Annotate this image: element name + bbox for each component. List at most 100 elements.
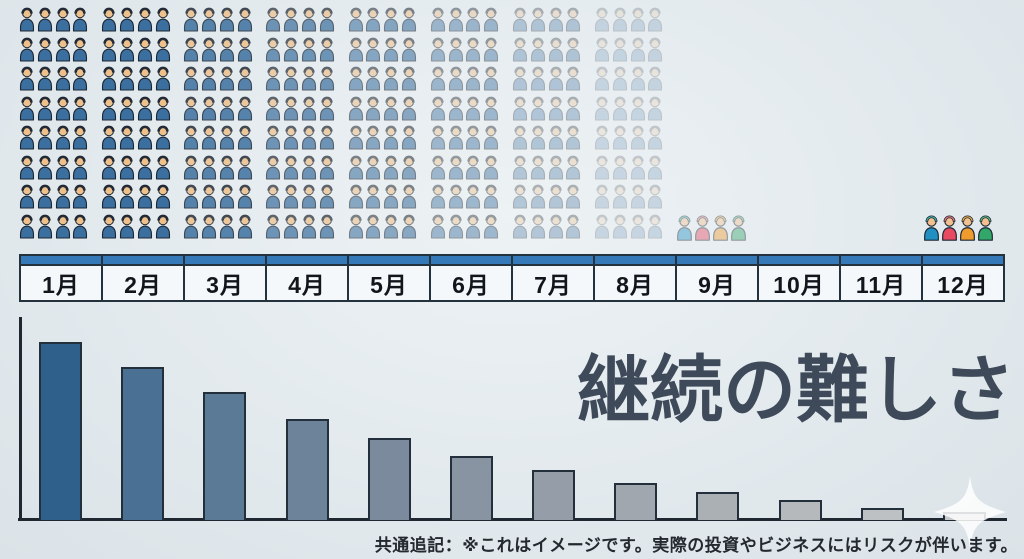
person-icon xyxy=(430,6,446,32)
bar-5月 xyxy=(368,438,411,520)
bar-7月 xyxy=(532,470,575,520)
person-icon xyxy=(612,36,628,62)
person-icon xyxy=(19,213,35,239)
person-icon xyxy=(565,183,581,209)
month-cell-4月: 4月 xyxy=(265,256,347,300)
person-icon xyxy=(594,213,610,239)
person-icon xyxy=(594,124,610,150)
person-icon xyxy=(448,183,464,209)
person-icon xyxy=(219,6,235,32)
person-icon xyxy=(348,213,364,239)
person-icon xyxy=(483,154,499,180)
person-icon xyxy=(565,124,581,150)
person-icon xyxy=(265,183,281,209)
month-cell-5月: 5月 xyxy=(347,256,429,300)
person-icon xyxy=(512,6,528,32)
pictograph-month-group-4月 xyxy=(265,6,347,242)
bar-chart-y-axis xyxy=(19,317,22,521)
person-icon xyxy=(237,36,253,62)
month-header-strip xyxy=(185,256,265,266)
person-icon xyxy=(365,213,381,239)
person-icon xyxy=(512,36,528,62)
person-icon xyxy=(101,124,117,150)
person-icon xyxy=(137,154,153,180)
person-icon xyxy=(301,65,317,91)
person-icon xyxy=(383,183,399,209)
person-icon xyxy=(137,183,153,209)
month-cell-7月: 7月 xyxy=(511,256,593,300)
person-icon xyxy=(594,95,610,121)
person-icon xyxy=(37,213,53,239)
month-axis-table: 1月 2月 3月 4月 5月 6月 7月 8月 9月 10月 11月 12月 xyxy=(19,254,1005,302)
person-icon xyxy=(483,213,499,239)
person-icon xyxy=(383,154,399,180)
person-icon xyxy=(183,213,199,239)
person-icon xyxy=(119,124,135,150)
person-icon xyxy=(72,213,88,239)
month-header-strip xyxy=(595,256,675,266)
person-icon xyxy=(301,36,317,62)
person-icon xyxy=(137,213,153,239)
person-icon xyxy=(548,183,564,209)
person-icon xyxy=(265,65,281,91)
person-icon xyxy=(383,36,399,62)
person-icon xyxy=(319,95,335,121)
person-icon xyxy=(594,154,610,180)
person-icon xyxy=(283,65,299,91)
person-icon xyxy=(201,65,217,91)
disclaimer-text: 共通追記：※これはイメージです。実際の投資やビジネスにはリスクが伴います。 xyxy=(374,536,1018,555)
person-icon xyxy=(530,95,546,121)
person-icon xyxy=(565,213,581,239)
person-icon xyxy=(365,154,381,180)
person-icon xyxy=(72,36,88,62)
person-icon xyxy=(612,95,628,121)
person-icon xyxy=(137,36,153,62)
person-icon xyxy=(448,65,464,91)
person-icon xyxy=(348,183,364,209)
person-icon xyxy=(430,154,446,180)
orange-person-icon xyxy=(712,214,729,241)
person-icon xyxy=(183,95,199,121)
person-icon xyxy=(101,95,117,121)
person-icon xyxy=(383,6,399,32)
person-icon xyxy=(530,6,546,32)
person-icon xyxy=(401,65,417,91)
person-icon xyxy=(348,95,364,121)
person-icon xyxy=(565,36,581,62)
month-label: 6月 xyxy=(452,272,490,298)
person-icon xyxy=(548,6,564,32)
person-icon xyxy=(483,124,499,150)
blue-person-icon xyxy=(676,214,693,241)
person-icon xyxy=(512,213,528,239)
person-icon xyxy=(647,213,663,239)
person-icon xyxy=(265,95,281,121)
person-icon xyxy=(348,36,364,62)
month-label: 9月 xyxy=(698,272,736,298)
person-icon xyxy=(401,213,417,239)
person-icon xyxy=(483,6,499,32)
person-icon xyxy=(465,6,481,32)
person-icon xyxy=(201,36,217,62)
person-icon xyxy=(55,213,71,239)
person-icon xyxy=(137,6,153,32)
person-icon xyxy=(283,183,299,209)
person-icon xyxy=(319,154,335,180)
person-icon xyxy=(430,65,446,91)
chart-title: 継続の難しさ xyxy=(577,350,1015,431)
person-icon xyxy=(647,183,663,209)
person-icon xyxy=(630,154,646,180)
person-icon xyxy=(265,154,281,180)
person-icon xyxy=(72,124,88,150)
person-icon xyxy=(594,36,610,62)
person-icon xyxy=(219,65,235,91)
person-icon xyxy=(72,65,88,91)
person-icon xyxy=(319,213,335,239)
person-icon xyxy=(530,183,546,209)
person-icon xyxy=(612,6,628,32)
person-icon xyxy=(319,65,335,91)
person-icon xyxy=(401,183,417,209)
person-icon xyxy=(512,154,528,180)
person-icon xyxy=(465,65,481,91)
bar-6月 xyxy=(450,456,493,520)
person-icon xyxy=(265,124,281,150)
